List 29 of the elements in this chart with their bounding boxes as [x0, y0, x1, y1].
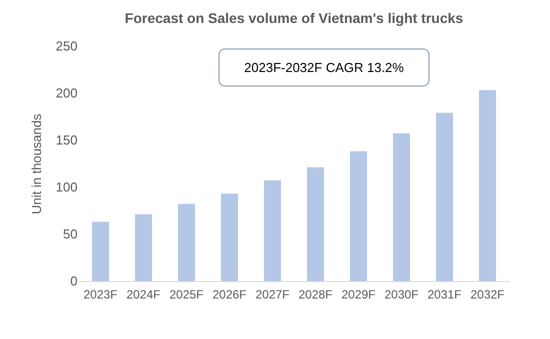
- y-tick-label: 200: [56, 86, 78, 100]
- x-tick-label: 2032F: [470, 288, 505, 302]
- x-tick-label: 2030F: [384, 288, 419, 302]
- chart-title: Forecast on Sales volume of Vietnam's light trucks: [124, 10, 464, 26]
- y-tick-label: 250: [56, 38, 78, 54]
- bar: [264, 180, 281, 281]
- x-tick-label: 2023F: [83, 288, 118, 302]
- x-tick-label: 2025F: [169, 288, 204, 302]
- x-tick-label: 2031F: [427, 288, 462, 302]
- annotation: 2023F-2032F CAGR 13.2%: [244, 60, 404, 75]
- y-tick-label: 150: [56, 132, 78, 148]
- x-tick-label: 2024F: [126, 288, 161, 302]
- bar: [393, 133, 410, 281]
- bar: [221, 194, 238, 281]
- y-tick-label: 0: [70, 274, 78, 288]
- x-tick-label: 2027F: [255, 288, 290, 302]
- y-tick-label: 50: [63, 226, 78, 242]
- bar: [479, 90, 496, 281]
- bar: [92, 222, 109, 281]
- x-tick-label: 2029F: [341, 288, 376, 302]
- bar: [178, 204, 195, 281]
- bar: [307, 167, 324, 281]
- bar: [436, 112, 453, 281]
- bar: [135, 214, 152, 281]
- x-tick-label: 2028F: [298, 288, 333, 302]
- x-tick-label: 2026F: [212, 288, 247, 302]
- y-tick-label: 100: [56, 180, 78, 194]
- bar: [350, 151, 367, 281]
- y-axis-title: Unit in thousands: [28, 113, 44, 214]
